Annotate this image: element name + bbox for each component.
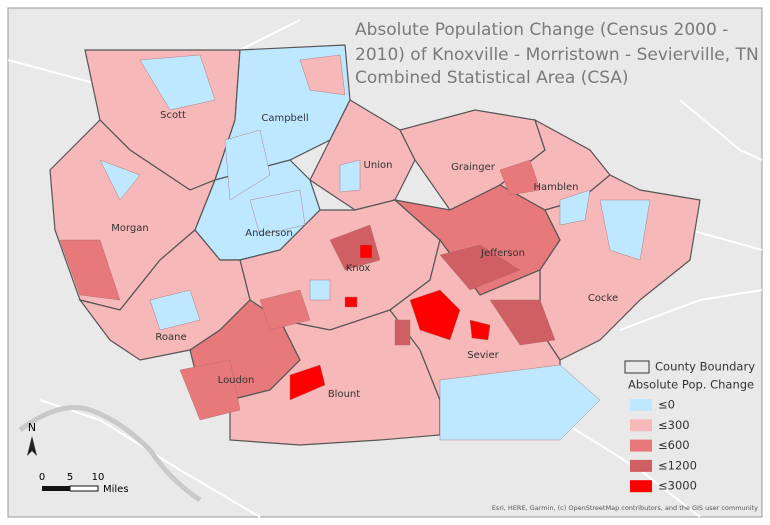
legend-boundary-label: County Boundary — [655, 360, 755, 374]
tract — [469, 319, 491, 341]
county-label: Hamblen — [533, 182, 578, 193]
county-label: Scott — [160, 110, 186, 121]
tract — [439, 244, 521, 291]
tract — [599, 199, 651, 261]
tract — [259, 289, 311, 331]
tract — [409, 289, 461, 341]
county-label: Blount — [328, 389, 360, 400]
county-labels: Scott Campbell Union Grainger Hamblen Morgan A… — [111, 110, 618, 400]
tract — [344, 296, 358, 308]
county-label: Anderson — [245, 228, 292, 239]
tract — [299, 54, 346, 96]
county — [78, 229, 251, 361]
tract — [139, 54, 216, 111]
county-label: Morgan — [111, 223, 149, 234]
county-label: Grainger — [451, 162, 496, 173]
scale-segment — [42, 486, 70, 491]
tract — [339, 159, 361, 193]
north-arrow: N — [27, 421, 37, 456]
tract — [224, 129, 271, 201]
legend-label: ≤0 — [658, 398, 675, 412]
county-label: Union — [364, 160, 393, 171]
county-label: Jefferson — [480, 248, 525, 259]
legend-label: ≤600 — [658, 438, 690, 452]
legend: County Boundary Absolute Pop. Change ≤0 ≤… — [624, 360, 755, 493]
legend-swatch — [630, 480, 652, 493]
scale-label: 0 — [39, 472, 45, 483]
county-label: Campbell — [261, 113, 308, 124]
county — [309, 99, 416, 211]
river — [18, 405, 202, 503]
title-line: Combined Statistical Area (CSA) — [355, 68, 629, 88]
scale-label: 5 — [67, 472, 73, 483]
legend-swatch — [630, 439, 652, 452]
tract — [359, 244, 373, 259]
scale-unit: Miles — [103, 484, 129, 495]
tract — [179, 359, 241, 421]
tract — [99, 159, 141, 201]
legend-label: ≤300 — [658, 418, 690, 432]
north-arrow-icon — [27, 436, 37, 456]
county-label: Loudon — [218, 375, 255, 386]
tract — [249, 189, 306, 236]
county-label: Cocke — [588, 293, 618, 304]
tract — [309, 279, 331, 301]
tract — [394, 319, 411, 346]
scale-segment — [69, 485, 99, 492]
title-line: 2010) of Knoxville - Morristown - Sevier… — [355, 45, 759, 65]
legend-swatch — [630, 399, 652, 411]
scale-bar: 0 5 10 Miles — [39, 472, 129, 495]
tract — [489, 299, 556, 346]
county-label: Roane — [155, 332, 186, 343]
scale-label: 10 — [92, 472, 105, 483]
north-label: N — [28, 421, 36, 434]
tract — [329, 224, 381, 271]
county-label: Knox — [346, 263, 371, 274]
legend-boundary-swatch — [624, 360, 650, 374]
tracts — [59, 54, 651, 441]
legend-swatch — [630, 419, 652, 432]
legend-swatch — [630, 459, 652, 472]
legend-title: Absolute Pop. Change — [628, 378, 754, 392]
attribution: Esri, HERE, Garmin, (c) OpenStreetMap co… — [492, 504, 758, 512]
tract — [149, 289, 201, 331]
tract — [289, 364, 326, 401]
tract — [559, 189, 591, 226]
tract — [439, 364, 601, 441]
tract — [499, 159, 541, 196]
county-label: Sevier — [467, 350, 499, 361]
tract — [59, 239, 121, 301]
legend-label: ≤3000 — [658, 479, 697, 493]
legend-label: ≤1200 — [658, 458, 697, 472]
title-line: Absolute Population Change (Census 2000 … — [355, 20, 728, 40]
